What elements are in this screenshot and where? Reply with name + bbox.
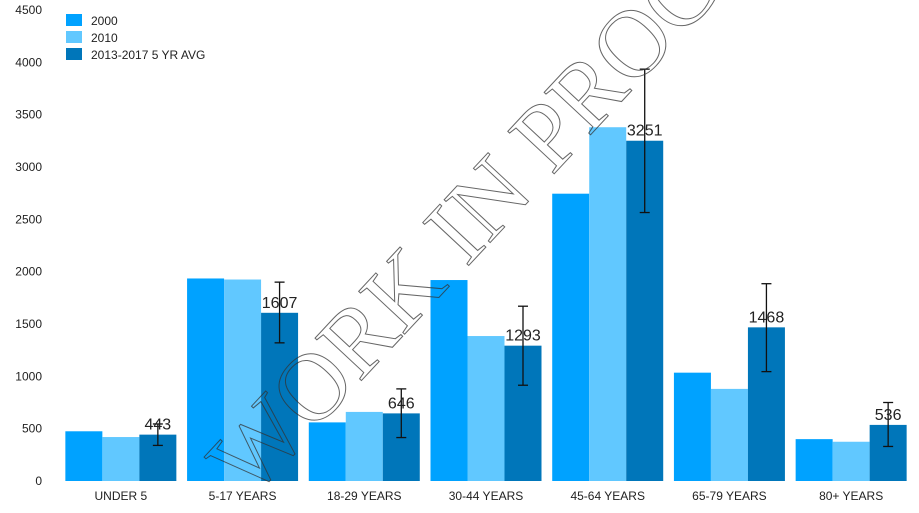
legend-swatch [66,48,82,60]
bar-2010-under-5 [102,437,140,481]
data-label: 646 [388,395,415,412]
legend-label: 2013-2017 5 YR AVG [91,48,205,62]
data-label: 536 [875,407,902,424]
x-tick-label: 5-17 YEARS [209,489,277,503]
y-tick-label: 4000 [15,55,42,69]
error-bar [396,388,407,439]
error-bar [639,68,650,214]
legend-label: 2010 [91,31,118,45]
y-tick-label: 2000 [15,265,42,279]
y-tick-label: 0 [35,474,42,488]
x-tick-label: 80+ YEARS [819,489,883,503]
y-tick-label: 4500 [15,3,42,17]
bar-2000-45-64-years [552,193,590,481]
legend-swatch [66,31,82,43]
bar-2010-80+-years [832,441,870,481]
bar-2010-45-64-years [589,127,627,481]
bar-2010-65-79-years [710,388,748,481]
bar-2000-18-29-years [308,422,346,481]
data-label: 1468 [749,309,785,326]
y-tick-label: 1500 [15,317,42,331]
bar-2000-5-17-years [187,278,225,481]
y-tick-label: 500 [22,422,42,436]
watermark: WORK IN PROGRESS [187,0,899,513]
x-tick-label: 18-29 YEARS [327,489,402,503]
error-bar [518,305,528,386]
bar-2010-5-17-years [224,279,262,481]
bars [65,127,907,481]
y-tick-label: 2500 [15,212,42,226]
x-tick-label: 45-64 YEARS [570,489,645,503]
bar-2000-80+-years [795,439,833,481]
y-axis-ticks: 0 500 1000 1500 2000 2500 3000 3500 4000 4500 [15,3,42,488]
watermark-text: WORK IN PROGRESS [187,0,898,508]
legend-item: 2013-2017 5 YR AVG [66,48,205,62]
legend-item: 2010 [66,31,118,45]
data-labels: 443 1607 646 1293 3251 1468 536 [145,123,902,434]
legend-swatch [66,14,82,26]
bar-2010-30-44-years [467,336,505,481]
x-axis-ticks: UNDER 5 5-17 YEARS 18-29 YEARS 30-44 YEARS 4… [95,489,884,503]
data-label: 1607 [262,295,298,312]
error-bar [274,281,285,344]
x-tick-label: 30-44 YEARS [449,489,524,503]
error-bar [883,401,894,448]
data-label: 443 [145,417,172,434]
bar-2010-18-29-years [345,411,383,481]
x-tick-label: 65-79 YEARS [692,489,767,503]
bar-2000-65-79-years [673,372,711,481]
data-label: 3251 [627,123,663,140]
data-label: 1293 [505,328,541,345]
y-tick-label: 3000 [15,160,42,174]
error-bar [761,283,772,373]
y-tick-label: 3500 [15,108,42,122]
y-tick-label: 1000 [15,369,42,383]
error-bar [152,423,163,447]
legend: 2000 2010 2013-2017 5 YR AVG [66,14,205,62]
x-tick-label: UNDER 5 [95,489,148,503]
legend-label: 2000 [91,14,118,28]
legend-item: 2000 [66,14,118,28]
bar-2000-under-5 [65,431,103,481]
error-bars [152,68,894,448]
bar-2000-30-44-years [430,280,468,481]
